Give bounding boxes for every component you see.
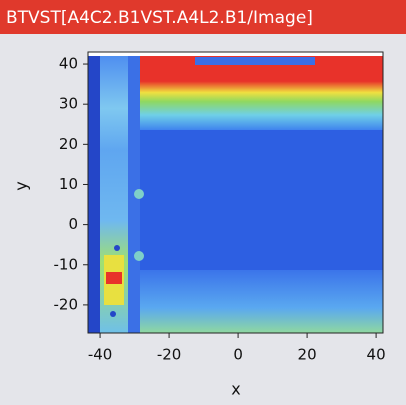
heatmap-hot-core xyxy=(106,272,122,284)
heatmap-spot xyxy=(110,311,116,317)
y-tick-label: 0 xyxy=(68,215,78,233)
heatmap-image xyxy=(87,51,384,334)
x-axis-label: x xyxy=(231,380,240,399)
title-bar xyxy=(0,0,406,34)
y-tick-label: -10 xyxy=(54,255,79,273)
heatmap-gap xyxy=(128,52,140,333)
heatmap-bottom-band xyxy=(140,270,383,333)
heatmap-top-band xyxy=(140,55,383,130)
heatmap-spot xyxy=(134,251,144,261)
heatmap-spot xyxy=(134,189,144,199)
heatmap-top-edge xyxy=(88,52,383,56)
heatmap-top-notch xyxy=(195,57,315,65)
x-tick-label: 40 xyxy=(367,346,386,364)
x-tick-label: -40 xyxy=(88,346,113,364)
y-tick-label: -20 xyxy=(54,295,79,313)
y-tick-label: 40 xyxy=(59,55,78,73)
y-tick-label: 20 xyxy=(59,135,78,153)
chart-title: BTVST[A4C2.B1VST.A4L2.B1/Image] xyxy=(6,8,313,28)
x-tick-label: -20 xyxy=(157,346,182,364)
y-axis-label: y xyxy=(12,181,31,190)
plot-frame xyxy=(87,51,384,334)
y-tick-label: 30 xyxy=(59,95,78,113)
y-tick-label: 10 xyxy=(59,175,78,193)
heatmap-edge xyxy=(88,52,100,333)
x-tick-label: 0 xyxy=(233,346,243,364)
x-tick-label: 20 xyxy=(298,346,317,364)
heatmap-spot xyxy=(114,245,120,251)
